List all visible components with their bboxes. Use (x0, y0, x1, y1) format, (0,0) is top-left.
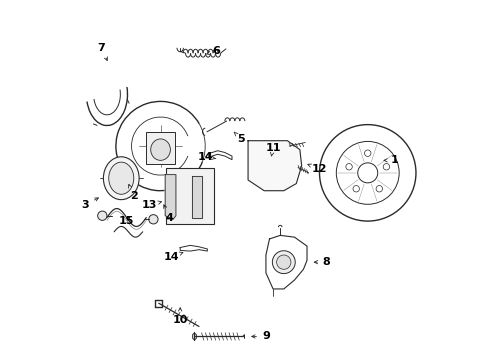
Polygon shape (192, 176, 201, 217)
Text: 2: 2 (128, 184, 137, 201)
Circle shape (276, 255, 290, 269)
Text: 3: 3 (81, 198, 98, 210)
Ellipse shape (103, 157, 139, 200)
Text: 6: 6 (206, 46, 220, 57)
Text: 8: 8 (314, 257, 330, 267)
Text: 5: 5 (234, 132, 244, 144)
Bar (146, 132, 175, 164)
Text: 7: 7 (98, 43, 107, 60)
Text: 13: 13 (142, 200, 161, 210)
Circle shape (98, 211, 107, 220)
Circle shape (113, 186, 118, 190)
Circle shape (124, 166, 129, 171)
Text: 14: 14 (163, 252, 183, 262)
Circle shape (128, 181, 133, 186)
Circle shape (109, 170, 114, 175)
Text: 12: 12 (307, 164, 326, 174)
Polygon shape (165, 175, 176, 219)
Text: 11: 11 (265, 143, 280, 156)
Circle shape (148, 215, 158, 224)
Text: 9: 9 (251, 332, 269, 342)
Polygon shape (247, 141, 301, 191)
Circle shape (116, 173, 126, 184)
Text: 15: 15 (119, 216, 134, 226)
Text: 14: 14 (197, 152, 215, 162)
Text: 1: 1 (383, 156, 398, 165)
Ellipse shape (150, 139, 170, 160)
Ellipse shape (108, 162, 134, 194)
Text: 10: 10 (172, 308, 187, 325)
Circle shape (272, 251, 295, 274)
Text: 4: 4 (163, 205, 173, 222)
Bar (166, 168, 214, 224)
